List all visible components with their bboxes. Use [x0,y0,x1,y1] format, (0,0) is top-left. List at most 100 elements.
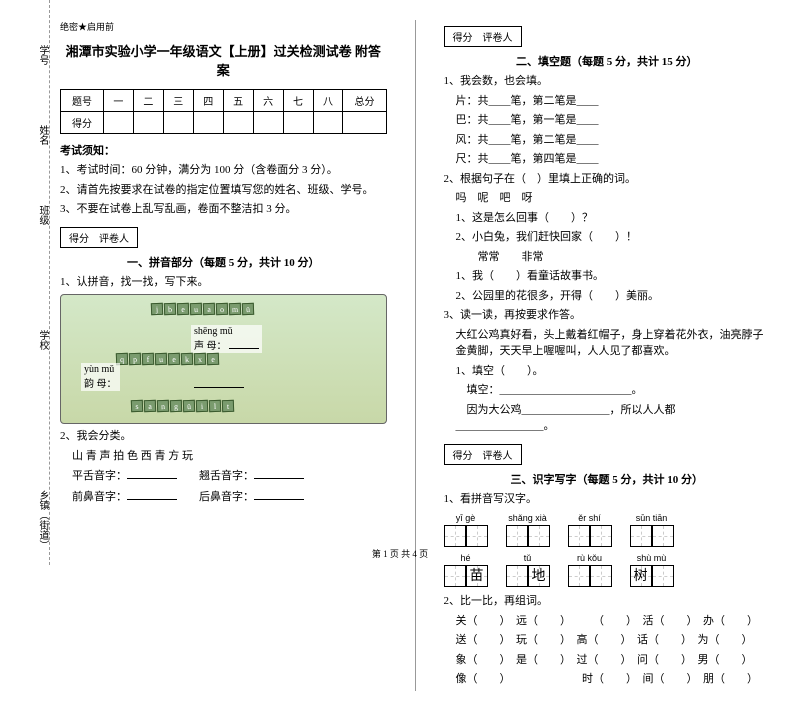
pinyin-label: shǎng xià [506,513,550,523]
score-box: 得分 评卷人 [60,227,138,248]
margin-label: 班级 [35,205,50,225]
char-boxes [568,565,612,587]
cell[interactable] [313,112,343,134]
char-list: 山 青 声 拍 色 西 青 方 玩 [60,448,387,465]
passage: 大红公鸡真好看，头上戴着红帽子，身上穿着花外衣，油亮脖子金黄脚，天天早上喔喔叫，… [444,327,771,360]
cell[interactable] [223,112,253,134]
word-bank: 常常 非常 [444,249,771,266]
label: 后鼻音字： [199,491,254,503]
right-column: 得分 评卷人 二、填空题（每题 5 分，共计 15 分） 1、我会数，也会填。 … [444,20,771,691]
cell: 二 [133,90,163,112]
letter-block: g [170,400,182,412]
letter-block: m [229,303,241,315]
char-box[interactable] [466,525,488,547]
blank[interactable] [194,376,244,388]
char-boxes [568,525,612,547]
char-box[interactable] [568,525,590,547]
char-box[interactable] [528,525,550,547]
cell: 一 [103,90,133,112]
compare-line: 象（ ） 是（ ） 过（ ） 问（ ） 男（ ） [444,652,771,669]
cell[interactable] [163,112,193,134]
label: 前鼻音字： [72,491,127,503]
blank[interactable] [229,337,259,349]
cell[interactable] [253,112,283,134]
char-box[interactable]: 苗 [466,565,488,587]
char-box[interactable] [444,565,466,587]
question: 3、读一读，再按要求作答。 [444,307,771,324]
letter-block: x [194,353,206,365]
cell[interactable] [133,112,163,134]
margin-label: 乡镇（街道） [35,490,50,550]
blank[interactable] [127,467,177,479]
char-filled: 树 [631,566,651,588]
char-box[interactable] [652,565,674,587]
cell: 三 [163,90,193,112]
fill-line: 片：共____笔，第二笔是____ [444,93,771,110]
py: shēng mǔ [194,326,233,337]
letter-block: o [216,303,228,315]
py: yùn mǔ [84,364,114,375]
letter-block: b [164,303,176,315]
char-box[interactable] [590,525,612,547]
letter-block: t [222,400,234,412]
score-table: 题号一二三四五六七八总分 得分 [60,89,387,134]
char-box[interactable]: 树 [630,565,652,587]
char-box[interactable] [630,525,652,547]
left-column: 绝密★启用前 湘潭市实验小学一年级语文【上册】过关检测试卷 附答案 题号一二三四… [60,20,387,691]
cell[interactable] [283,112,313,134]
cell[interactable] [343,112,386,134]
cell: 七 [283,90,313,112]
letter-block: k [181,353,193,365]
cell[interactable] [103,112,133,134]
section-2-title: 二、填空题（每题 5 分，共计 15 分） [444,53,771,69]
column-divider [415,20,416,691]
fill-line: 填空：________________________。 [444,382,771,399]
char-box[interactable] [652,525,674,547]
shengmu-label: shēng mǔ声 母： [191,325,262,353]
question: 1、我会数，也会填。 [444,73,771,90]
page-footer: 第 1 页 共 4 页 [0,547,800,560]
margin-label: 学校 [35,330,50,350]
letter-block: u [155,353,167,365]
char-box[interactable] [568,565,590,587]
fill-line: 1、这是怎么回事（ ）？ [444,210,771,227]
cell: 八 [313,90,343,112]
word-bank: 吗 呢 吧 呀 [444,190,771,207]
char-box[interactable]: 地 [528,565,550,587]
section-1-title: 一、拼音部分（每题 5 分，共计 10 分） [60,254,387,270]
cn: 韵 母： [84,379,117,390]
table-row: 题号一二三四五六七八总分 [61,90,387,112]
pinyin-snake-image: jbeuaomü shēng mǔ声 母： qpfuekxe yùn mǔ韵 母… [60,294,387,424]
blank[interactable] [127,488,177,500]
label: 平舌音字： [72,470,127,482]
fill-line: 因为大公鸡________________，所以人人都_____________… [444,402,771,435]
score-box: 得分 评卷人 [444,444,522,465]
char-box[interactable] [506,525,528,547]
char-boxes: 苗 [444,565,488,587]
compare-line: 送（ ） 玩（ ） 高（ ） 话（ ） 为（ ） [444,632,771,649]
fill-line: 风：共____笔，第二笔是____ [444,132,771,149]
margin-label: 姓名 [35,125,50,145]
cell[interactable] [193,112,223,134]
compare-line: 关（ ） 远（ ） （ ） 活（ ） 办（ ） [444,613,771,630]
letter-block: a [203,303,215,315]
letter-block: p [129,353,141,365]
pinyin-label: ěr shí [568,513,612,523]
char-boxes [506,525,550,547]
blank[interactable] [254,467,304,479]
char-boxes: 树 [630,565,674,587]
char-boxes [444,525,488,547]
fill-line: 1、我（ ）看童话故事书。 [444,268,771,285]
char-item: shǎng xià [506,513,550,547]
letter-block: n [157,400,169,412]
margin-label: 学号 [35,45,50,65]
char-box[interactable] [506,565,528,587]
letter-block: s [131,400,143,412]
letter-block: a [144,400,156,412]
table-row: 得分 [61,112,387,134]
char-box[interactable] [444,525,466,547]
char-box[interactable] [590,565,612,587]
cell: 题号 [61,90,104,112]
yunmu-label: yùn mǔ 韵 母： [81,363,120,391]
blank[interactable] [254,488,304,500]
